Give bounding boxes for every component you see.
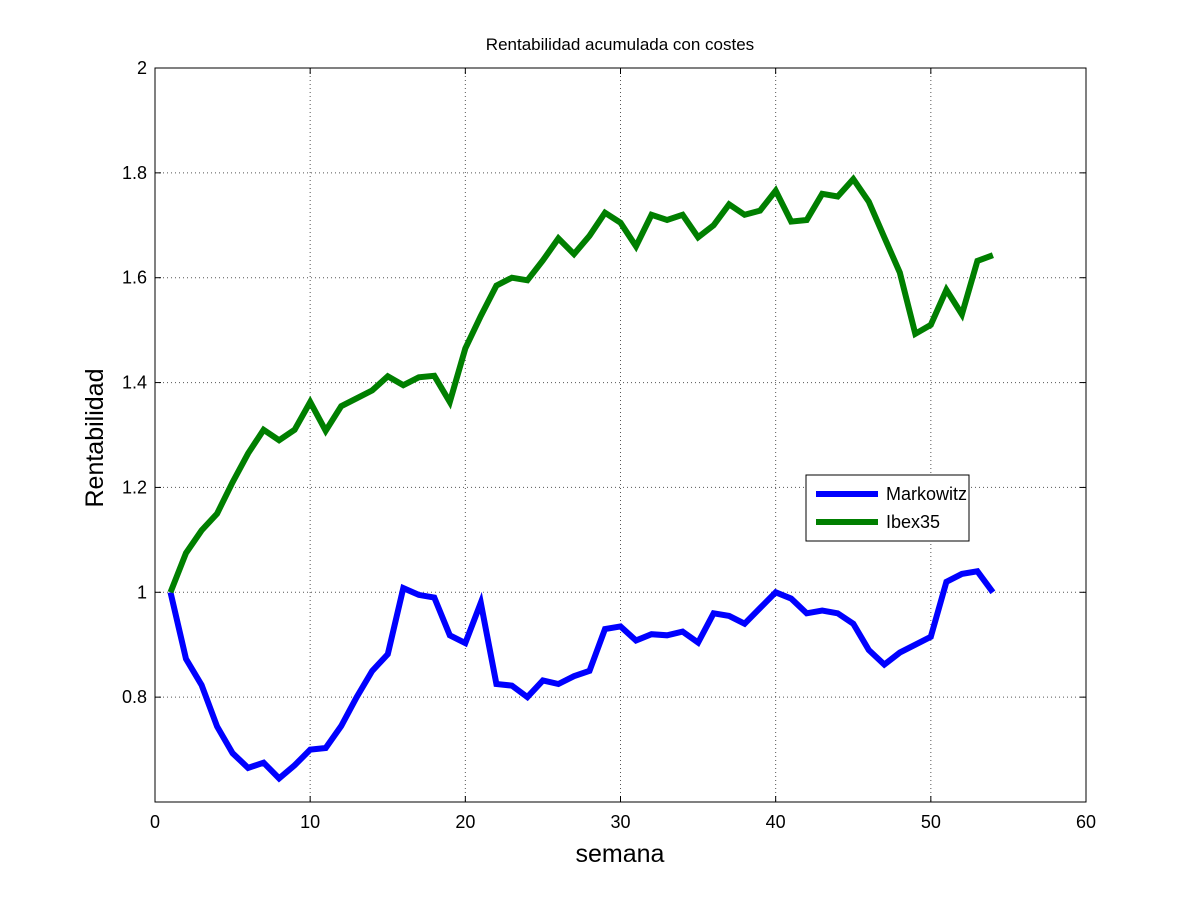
tick-labels: 0 10 20 30 40 50 60 0.8 1 1.2 1.4 1.6 1.8 2 [122, 58, 1096, 832]
y-tick-label: 1.6 [122, 268, 147, 288]
y-tick-label: 1 [137, 582, 147, 602]
series-line-markowitz [167, 568, 996, 783]
legend-box [805, 474, 970, 542]
y-tick-label: 1.4 [122, 373, 147, 393]
x-tick-label: 20 [455, 812, 475, 832]
y-tick-label: 0.8 [122, 687, 147, 707]
y-axis-label: Rentabilidad [81, 369, 109, 508]
legend-label-markowitz: Markowitz [886, 484, 967, 504]
x-tick-label: 30 [610, 812, 630, 832]
y-tick-label: 1.2 [122, 477, 147, 497]
data-series [167, 174, 996, 783]
x-tick-label: 0 [150, 812, 160, 832]
y-tick-label: 1.8 [122, 163, 147, 183]
x-tick-label: 60 [1076, 812, 1096, 832]
chart-title: Rentabilidad acumulada con costes [486, 35, 754, 54]
plot-area [155, 68, 1086, 802]
x-tick-label: 50 [921, 812, 941, 832]
y-tick-label: 2 [137, 58, 147, 78]
axis-ticks [154, 67, 1087, 802]
legend-label-ibex35: Ibex35 [886, 512, 940, 532]
x-axis-label: semana [576, 840, 665, 868]
plot-frame [154, 67, 1087, 803]
x-tick-label: 10 [300, 812, 320, 832]
x-tick-label: 40 [766, 812, 786, 832]
series-line-ibex35 [167, 174, 994, 594]
legend: Markowitz Ibex35 [805, 474, 970, 542]
